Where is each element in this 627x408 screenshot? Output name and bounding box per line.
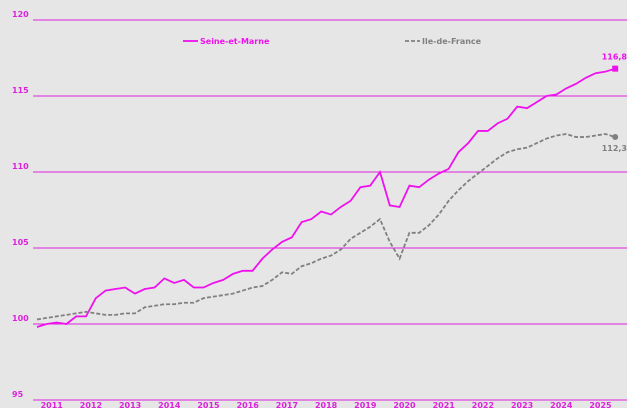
legend-label: Ile-de-France	[422, 37, 482, 46]
legend-label: Seine-et-Marne	[200, 37, 270, 46]
x-tick-label: 2023	[511, 401, 533, 408]
y-tick-label: 120	[12, 10, 29, 19]
x-tick-label: 2014	[158, 401, 181, 408]
x-tick-label: 2021	[433, 401, 456, 408]
x-tick-label: 2017	[276, 401, 298, 408]
y-tick-label: 105	[12, 238, 29, 247]
x-tick-label: 2011	[41, 401, 64, 408]
line-series	[36, 133, 616, 321]
end-label: 112,3	[602, 144, 627, 153]
x-tick-label: 2024	[550, 401, 573, 408]
line-series	[36, 67, 616, 328]
x-tick-label: 2015	[197, 401, 220, 408]
y-tick-label: 95	[12, 390, 24, 399]
end-marker	[612, 65, 619, 72]
x-tick-label: 2018	[315, 401, 338, 408]
x-tick-label: 2012	[80, 401, 102, 408]
x-tick-label: 2025	[589, 401, 612, 408]
y-tick-label: 115	[12, 86, 29, 95]
x-tick-label: 2016	[237, 401, 260, 408]
y-tick-label: 110	[12, 162, 29, 171]
x-tick-label: 2013	[119, 401, 141, 408]
x-tick-label: 2019	[354, 401, 377, 408]
y-tick-label: 100	[12, 314, 29, 323]
end-marker	[612, 134, 619, 141]
x-tick-label: 2022	[472, 401, 494, 408]
end-label: 116,8	[602, 53, 627, 62]
x-tick-label: 2020	[393, 401, 416, 408]
